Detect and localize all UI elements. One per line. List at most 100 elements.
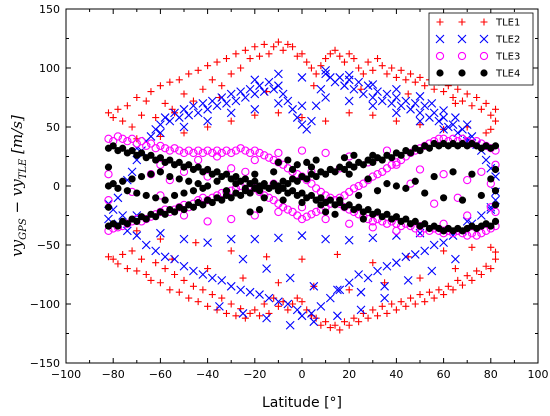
data-point [359,70,367,78]
data-point [345,170,353,178]
data-point [237,191,245,200]
data-point [189,187,198,195]
data-point [189,97,197,105]
data-point [415,165,425,174]
data-point [236,285,246,295]
data-point [274,158,282,166]
data-point [293,294,301,302]
legend-label: TLE3 [495,52,520,63]
data-point [185,177,193,185]
data-point [239,274,247,282]
data-point [454,85,462,93]
data-point [255,206,264,214]
data-point [368,233,378,243]
data-point [274,279,282,287]
data-point [444,282,452,290]
data-point [270,168,278,176]
data-point [451,254,460,264]
data-point [283,205,292,214]
data-point [420,246,430,256]
data-point [311,101,321,111]
data-point [222,55,230,63]
data-point [237,64,245,72]
data-point [142,191,150,200]
data-point [133,227,141,235]
data-point [161,196,169,204]
data-point [256,312,264,320]
data-point [189,282,197,290]
data-point [288,187,297,195]
data-point [482,262,490,270]
data-point [406,104,415,114]
data-point [180,206,188,214]
data-point [147,151,155,159]
legend-marker [436,69,444,77]
data-point [245,287,255,297]
y-tick-label: 50 [46,121,60,134]
data-point [250,155,259,165]
data-point [123,187,131,195]
data-point [374,55,382,63]
data-point [429,240,439,250]
data-point [212,146,222,155]
data-point [133,267,141,275]
data-point [354,270,364,279]
data-point [298,198,306,207]
data-point [364,314,372,322]
data-point [114,105,122,113]
data-point [358,89,368,99]
data-point [227,247,235,255]
data-point [222,146,231,155]
legend-item-tle4: TLE4 [436,69,520,80]
data-point [373,87,382,96]
data-point [179,148,189,158]
data-point [468,170,476,178]
data-point [458,281,466,289]
data-point [333,285,342,295]
data-point [297,231,307,240]
data-point [403,276,413,285]
data-point [336,52,344,60]
data-point [397,298,405,306]
data-point [179,234,189,244]
data-point [397,151,405,159]
data-point [425,288,433,296]
data-point [401,252,411,262]
data-point [355,318,363,326]
data-point [146,132,156,141]
data-point [166,156,174,164]
legend-marker [435,51,445,61]
data-point [321,93,330,102]
data-point [160,144,170,153]
data-point [246,208,254,216]
data-point [415,116,425,126]
data-point [274,148,283,158]
data-point [208,76,216,84]
data-point [425,144,434,152]
data-point [415,108,425,118]
data-point [392,213,400,221]
data-point [344,278,354,288]
data-point [152,259,160,267]
data-point [109,180,117,188]
data-point [293,177,301,185]
data-point [340,318,348,326]
data-point [147,170,155,178]
data-point [217,276,227,285]
data-point [213,177,221,185]
data-point [246,309,254,317]
data-point [373,266,382,276]
data-point [345,321,353,329]
data-point [250,75,260,85]
data-point [356,305,366,315]
data-point [476,211,486,220]
data-point [278,89,288,99]
data-point [250,104,260,114]
data-point [227,148,236,158]
data-point [392,108,401,118]
data-point [226,281,236,291]
data-point [440,247,448,255]
data-point [274,99,283,108]
data-point [227,194,235,202]
data-point [166,172,174,181]
